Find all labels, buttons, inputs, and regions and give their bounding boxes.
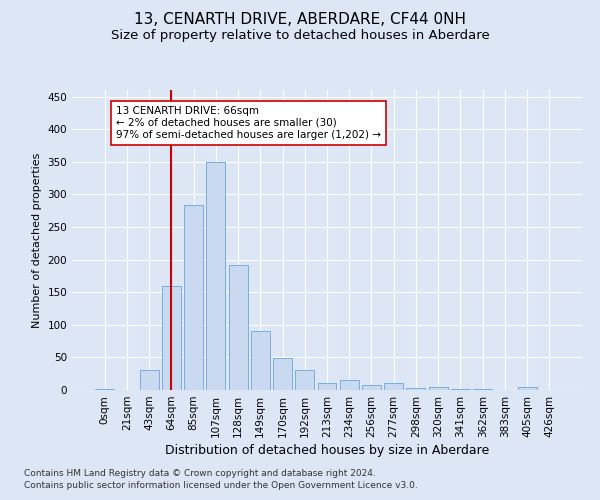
- Text: Contains public sector information licensed under the Open Government Licence v3: Contains public sector information licen…: [24, 481, 418, 490]
- Text: Contains HM Land Registry data © Crown copyright and database right 2024.: Contains HM Land Registry data © Crown c…: [24, 468, 376, 477]
- Bar: [406, 388, 425, 390]
- Bar: [362, 386, 381, 390]
- Text: 13, CENARTH DRIVE, ABERDARE, CF44 0NH: 13, CENARTH DRIVE, ABERDARE, CF44 0NH: [134, 12, 466, 28]
- Bar: [206, 162, 225, 390]
- Bar: [95, 388, 114, 390]
- Bar: [184, 205, 203, 390]
- Bar: [162, 286, 181, 390]
- Bar: [273, 358, 292, 390]
- Bar: [429, 386, 448, 390]
- Text: 13 CENARTH DRIVE: 66sqm
← 2% of detached houses are smaller (30)
97% of semi-det: 13 CENARTH DRIVE: 66sqm ← 2% of detached…: [116, 106, 381, 140]
- Bar: [340, 380, 359, 390]
- X-axis label: Distribution of detached houses by size in Aberdare: Distribution of detached houses by size …: [165, 444, 489, 457]
- Bar: [251, 330, 270, 390]
- Bar: [140, 370, 158, 390]
- Bar: [384, 384, 403, 390]
- Text: Size of property relative to detached houses in Aberdare: Size of property relative to detached ho…: [110, 29, 490, 42]
- Bar: [518, 386, 536, 390]
- Bar: [317, 384, 337, 390]
- Bar: [295, 370, 314, 390]
- Bar: [229, 265, 248, 390]
- Y-axis label: Number of detached properties: Number of detached properties: [32, 152, 42, 328]
